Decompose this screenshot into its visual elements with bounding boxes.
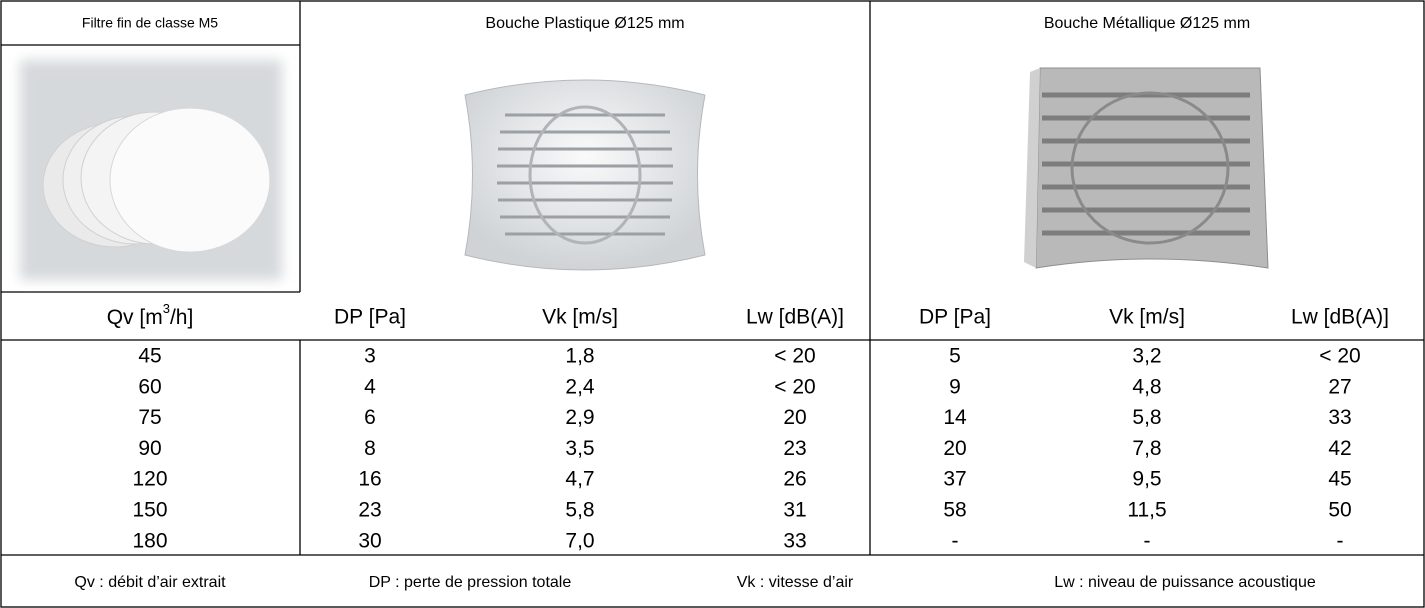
filter-image — [20, 60, 282, 280]
table-cell: 180 — [132, 529, 167, 552]
table-cell: 11,5 — [1127, 499, 1166, 522]
table-cell: 37 — [943, 468, 966, 491]
table-cell: 27 — [1328, 375, 1351, 398]
qv-label-end: /h] — [170, 306, 193, 329]
table-cell: 5 — [949, 345, 961, 368]
metal-vent-image — [1024, 68, 1268, 268]
table-cell: - — [1144, 529, 1151, 552]
table-cell: 30 — [358, 529, 381, 552]
table-cell: 3,2 — [1132, 345, 1161, 368]
qv-sup: 3 — [163, 301, 170, 316]
table-cell: 3,5 — [565, 437, 594, 460]
spec-sheet: Filtre fin de classe M5 Bouche Plastique… — [0, 0, 1425, 608]
table-cell: 45 — [138, 345, 161, 368]
table-cell: 4,7 — [565, 468, 594, 491]
legend-item: Qv : débit d’air extrait — [74, 574, 226, 591]
table-cell: 2,9 — [565, 406, 594, 429]
table-cell: 3 — [364, 345, 376, 368]
table-cell: 58 — [943, 499, 966, 522]
table-cell: 33 — [783, 529, 806, 552]
table-cell: < 20 — [774, 345, 815, 368]
table-cell: < 20 — [1319, 345, 1360, 368]
plastic-title: Bouche Plastique Ø125 mm — [485, 15, 684, 32]
table-cell: 33 — [1328, 406, 1351, 429]
legend-item: Lw : niveau de puissance acoustique — [1054, 574, 1316, 591]
column-header: Vk [m/s] — [542, 306, 618, 329]
table-cell: 2,4 — [565, 375, 595, 398]
legend-item: DP : perte de pression totale — [369, 574, 572, 591]
table-cell: 31 — [783, 499, 806, 522]
table-cell: 9,5 — [1132, 468, 1161, 491]
table-cell: 1,8 — [565, 345, 594, 368]
table-cell: 45 — [1328, 468, 1351, 491]
table-cell: 4,8 — [1132, 375, 1161, 398]
table-cell: - — [952, 529, 959, 552]
plastic-vent-image — [465, 80, 705, 270]
table-cell: < 20 — [774, 375, 815, 398]
table-cell: 9 — [949, 375, 961, 398]
table-cell: 16 — [358, 468, 381, 491]
column-header: Lw [dB(A)] — [1291, 306, 1389, 329]
table-cell: 26 — [783, 468, 806, 491]
table-cell: 60 — [138, 375, 161, 398]
filter-title: Filtre fin de classe M5 — [82, 15, 218, 31]
table-cell: 5,8 — [1132, 406, 1161, 429]
table-cell: 23 — [358, 499, 381, 522]
qv-header: Qv [m3/h] — [107, 301, 194, 328]
table-cell: 75 — [138, 406, 161, 429]
table-cell: 14 — [943, 406, 967, 429]
table-cell: 6 — [364, 406, 376, 429]
table-cell: 50 — [1328, 499, 1351, 522]
legend-item: Vk : vitesse d’air — [737, 574, 854, 591]
column-header: Lw [dB(A)] — [746, 306, 844, 329]
column-header: DP [Pa] — [919, 306, 991, 329]
table-cell: 20 — [783, 406, 806, 429]
table-cell: 42 — [1328, 437, 1351, 460]
table-cell: 150 — [132, 499, 167, 522]
table-cell: 20 — [943, 437, 966, 460]
metal-title: Bouche Métallique Ø125 mm — [1044, 15, 1250, 32]
column-header: DP [Pa] — [334, 306, 406, 329]
table-cell: 7,8 — [1132, 437, 1161, 460]
table-cell: - — [1337, 529, 1344, 552]
table-cell: 120 — [132, 468, 167, 491]
table-cell: 4 — [364, 375, 376, 398]
column-header: Vk [m/s] — [1109, 306, 1185, 329]
table-cell: 90 — [138, 437, 161, 460]
table-cell: 5,8 — [565, 499, 594, 522]
table-cell: 7,0 — [565, 529, 594, 552]
qv-label: Qv [m — [107, 306, 163, 329]
table-cell: 23 — [783, 437, 806, 460]
table-cell: 8 — [364, 437, 376, 460]
